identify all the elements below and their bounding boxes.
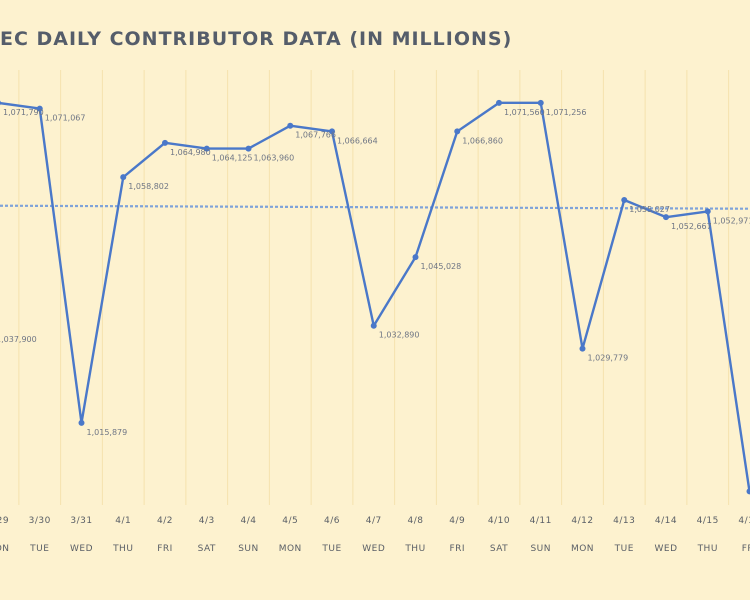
tick-label-day: WED	[70, 544, 93, 554]
tick-label-date: 4/10	[488, 516, 510, 526]
gridlines	[18, 70, 730, 505]
data-label: 1,052,971	[713, 216, 750, 225]
tick-label-date: 4/9	[449, 516, 465, 526]
data-point	[203, 145, 210, 152]
average-line	[0, 204, 750, 210]
data-label: 1,045,028	[421, 262, 462, 271]
tick-label-day: SAT	[198, 544, 216, 554]
data-point	[370, 322, 377, 329]
x-axis: 3/29 MON 3/30 TUE 3/31 WED 4/1 THU 4/2 FRI 4/3 SAT 4…	[0, 516, 750, 554]
data-label: 1,058,802	[128, 182, 169, 191]
tick-label-day: SAT	[490, 544, 508, 554]
tick-label-day: FRI	[157, 544, 173, 554]
tick-label-date: 4/15	[697, 516, 719, 526]
tick-label-date: 4/11	[530, 516, 552, 526]
data-label: 1,067,766	[295, 131, 336, 140]
data-point	[287, 122, 294, 129]
data-label: 1,029,779	[588, 354, 629, 363]
data-label: 1,037,900	[0, 335, 37, 344]
data-point	[412, 254, 419, 261]
data-point	[454, 128, 461, 135]
data-label: 1,071,256	[546, 108, 587, 117]
tick-label-date: 4/1	[115, 516, 131, 526]
data-point	[746, 488, 750, 495]
chart-title: FEC DAILY CONTRIBUTOR DATA (IN MILLIONS)	[0, 28, 513, 50]
tick-label-day: SUN	[530, 544, 551, 554]
data-point	[621, 197, 628, 203]
tick-label-date: 4/16	[738, 516, 750, 526]
data-point	[36, 105, 43, 112]
tick-label-date: 4/13	[613, 516, 635, 526]
data-label: 1,052,667	[671, 222, 712, 231]
tick-label-day: TUE	[614, 544, 634, 554]
tick-label-date: 4/4	[241, 516, 257, 526]
tick-label-day: MON	[279, 544, 302, 554]
data-label: 1,064,125	[212, 154, 253, 163]
data-label: 1,066,860	[462, 136, 503, 145]
data-label: 1,071,560	[504, 108, 545, 117]
tick-label-date: 4/6	[324, 516, 340, 526]
tick-label-day: FRI	[449, 544, 465, 554]
data-label: 1,055,027	[629, 205, 670, 214]
data-point	[537, 99, 544, 106]
tick-label-day: FRI	[742, 544, 750, 554]
tick-label-date: 4/3	[199, 516, 215, 526]
data-point	[162, 139, 168, 146]
data-point	[0, 100, 1, 106]
tick-label-day: THU	[404, 544, 425, 554]
data-point	[496, 99, 502, 106]
tick-label-day: THU	[697, 544, 718, 554]
data-point	[120, 174, 127, 181]
tick-label-date: 4/2	[157, 516, 173, 526]
tick-label-day: TUE	[29, 544, 49, 554]
tick-label-day: MON	[0, 544, 10, 554]
tick-label-date: 3/30	[29, 516, 51, 526]
tick-label-day: WED	[654, 544, 677, 554]
tick-label-date: 4/8	[408, 516, 424, 526]
tick-label-date: 3/31	[70, 516, 92, 526]
tick-label-date: 4/14	[655, 516, 677, 526]
data-point	[329, 128, 335, 135]
data-point	[245, 145, 252, 152]
tick-label-day: THU	[112, 544, 133, 554]
series-group	[0, 99, 750, 495]
data-point	[579, 345, 586, 352]
data-point	[78, 419, 85, 426]
data-point	[663, 214, 669, 221]
average-line-group	[0, 204, 750, 210]
data-label: 1,066,664	[337, 136, 378, 145]
tick-label-day: SUN	[238, 544, 259, 554]
data-label: 1,071,790	[3, 108, 44, 117]
data-point	[704, 208, 711, 215]
tick-label-day: TUE	[321, 544, 341, 554]
tick-label-date: 4/5	[282, 516, 298, 526]
data-label: 1,063,960	[254, 154, 295, 163]
tick-label-date: 4/12	[571, 516, 593, 526]
data-label: 1,032,890	[379, 331, 420, 340]
data-label: 1,064,980	[170, 148, 211, 157]
tick-label-date: 4/7	[366, 516, 382, 526]
data-label: 1,071,067	[45, 114, 86, 123]
tick-label-day: WED	[362, 544, 385, 554]
tick-label-date: 3/29	[0, 516, 9, 526]
data-label: 1,015,879	[87, 428, 128, 437]
tick-label-day: MON	[571, 544, 594, 554]
